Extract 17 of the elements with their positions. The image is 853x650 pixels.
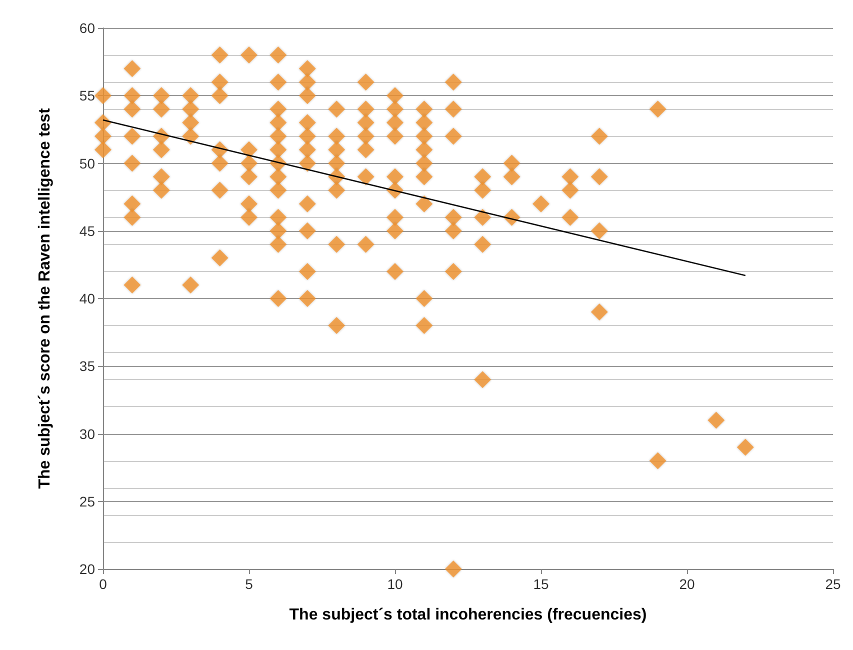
x-tick-label: 25 — [825, 576, 841, 592]
y-tick-label: 20 — [79, 561, 96, 577]
x-tick-label: 5 — [245, 576, 254, 592]
y-tick-label: 55 — [79, 88, 96, 104]
y-axis-title: The subject´s score on the Raven intelligence test — [36, 108, 54, 489]
y-tick-label: 60 — [79, 20, 96, 36]
y-tick-label: 50 — [79, 155, 96, 172]
x-axis-title: The subject´s total incoherencies (frecuencies) — [289, 606, 647, 624]
y-tick-label: 25 — [79, 493, 96, 510]
y-tick-label: 45 — [79, 222, 96, 239]
x-tick-label: 15 — [533, 576, 549, 592]
x-tick-label: 20 — [679, 576, 695, 592]
y-tick-label: 30 — [79, 426, 96, 442]
x-tick-label: 0 — [99, 576, 108, 592]
y-tick-label: 35 — [79, 358, 96, 374]
y-tick-label: 40 — [79, 290, 96, 306]
x-tick-label: 10 — [387, 576, 403, 592]
